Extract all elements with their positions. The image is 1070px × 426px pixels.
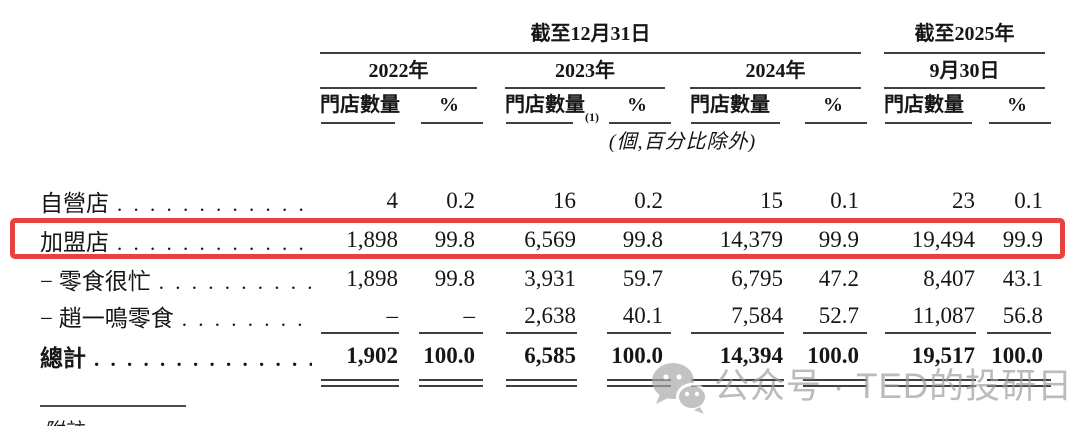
year-header-2022: 2022年 xyxy=(320,54,477,89)
table-row-franchise: 加盟店 1,898 99.8 6,569 99.8 14,379 99.9 19… xyxy=(40,220,1045,260)
cell-value: 6,585 xyxy=(524,343,576,368)
row-label: 加盟店 xyxy=(40,223,320,257)
watermark-text: 公众号 · TED的投研日记 xyxy=(714,367,1070,406)
cell-value: 99.8 xyxy=(434,227,475,252)
dot-leader xyxy=(182,306,312,332)
year-header-sep30: 9月30日 xyxy=(884,54,1045,89)
row-label-text: − 零食很忙 xyxy=(40,269,151,294)
year-header-2024: 2024年 xyxy=(690,54,861,89)
col-header-stores-2022: 門店數量 xyxy=(320,88,400,124)
row-label: 自營店 xyxy=(40,184,320,218)
cell-value: 1,898 xyxy=(346,227,398,252)
row-label: 總計 xyxy=(40,339,320,373)
total-double-rule-row xyxy=(40,378,1051,390)
cell-value: 23 xyxy=(952,188,975,213)
cell-value: 47.2 xyxy=(818,266,859,291)
dot-leader xyxy=(117,191,312,217)
table-row-total: 總計 1,902 100.0 6,585 100.0 14,394 100.0 … xyxy=(40,334,1045,378)
period-header-dec31: 截至12月31日 xyxy=(320,14,861,54)
cell-value: 7,584 xyxy=(690,298,785,334)
row-label-text: 自營店 xyxy=(40,191,109,216)
col-header-pct-2025: % xyxy=(977,88,1051,124)
cell-value: 43.1 xyxy=(1002,266,1043,291)
row-label: − 零食很忙 xyxy=(40,262,320,296)
footnote-label: 附註: xyxy=(43,414,90,426)
cell-value: 40.1 xyxy=(578,298,671,334)
col-header-pct-2023: % xyxy=(578,88,671,124)
cell-value: 19,494 xyxy=(911,227,975,252)
year-header-2023: 2023年 xyxy=(505,54,665,89)
row-label-text: 總計 xyxy=(40,346,86,371)
cell-value: – xyxy=(320,298,400,334)
double-rule xyxy=(320,378,400,390)
row-label-text: 加盟店 xyxy=(40,230,109,255)
col-header-stores-2025: 門店數量 xyxy=(884,88,977,124)
unit-note: (個,百分比除外) xyxy=(608,130,757,153)
dot-leader xyxy=(94,346,312,372)
cell-value: 16 xyxy=(553,188,576,213)
table-row-self-operated: 自營店 4 0.2 16 0.2 15 0.1 23 0.1 xyxy=(40,182,1045,220)
double-rule xyxy=(884,378,977,390)
cell-value: 2,638 xyxy=(505,298,578,334)
dot-leader xyxy=(159,269,312,295)
cell-value: 0.2 xyxy=(446,188,475,213)
table-header-year-row: 2022年 2023年 2024年 9月30日 xyxy=(40,54,1045,89)
cell-value: 0.1 xyxy=(1014,188,1043,213)
cell-value: 11,087 xyxy=(884,298,977,334)
double-rule xyxy=(578,378,671,390)
cell-value: 99.8 xyxy=(622,227,663,252)
footnote-rule xyxy=(40,405,186,407)
cell-value: 19,517 xyxy=(911,343,975,368)
cell-value: 99.8 xyxy=(434,266,475,291)
col-header-pct-2022: % xyxy=(400,88,483,124)
cell-value: 1,898 xyxy=(346,266,398,291)
table-unit-note-row: (個,百分比除外) xyxy=(40,124,1045,154)
wechat-icon xyxy=(652,363,708,414)
col-header-pct-2024: % xyxy=(785,88,867,124)
cell-value: 59.7 xyxy=(622,266,663,291)
cell-value: 0.1 xyxy=(830,188,859,213)
cell-value: 100.0 xyxy=(991,343,1043,368)
cell-value: 1,902 xyxy=(346,343,398,368)
table-row-zhaoyiming: − 趙一鳴零食 – – 2,638 40.1 7,584 52.7 11,087… xyxy=(40,298,1051,334)
cell-value: 4 xyxy=(386,188,399,213)
cell-value: 99.9 xyxy=(1002,227,1043,252)
store-count-table: 截至12月31日 截至2025年 2022年 2023年 2024年 9月30日… xyxy=(40,14,1051,390)
double-rule xyxy=(400,378,483,390)
watermark: 公众号 · TED的投研日记 xyxy=(648,358,1070,416)
double-rule xyxy=(690,378,785,390)
cell-value: 52.7 xyxy=(785,298,867,334)
table-header-measure-row: 門店數量 % 門店數量 (1) % 門店數量 % 門店數量 % xyxy=(40,88,1051,124)
col-header-stores-2024: 門店數量 xyxy=(690,88,785,124)
cell-value: 100.0 xyxy=(807,343,859,368)
double-rule xyxy=(785,378,867,390)
cell-value: 8,407 xyxy=(923,266,975,291)
cell-value: 15 xyxy=(760,188,783,213)
cell-value: 6,795 xyxy=(731,266,783,291)
dot-leader xyxy=(117,230,312,256)
cell-value: 14,394 xyxy=(719,343,783,368)
double-rule xyxy=(977,378,1051,390)
cell-value: – xyxy=(400,298,483,334)
cell-value: 6,569 xyxy=(524,227,576,252)
row-label-text: − 趙一鳴零食 xyxy=(40,306,174,331)
spacer-row xyxy=(40,154,1045,182)
row-label: − 趙一鳴零食 xyxy=(40,299,320,333)
cell-value: 100.0 xyxy=(611,343,663,368)
period-header-2025: 截至2025年 xyxy=(884,14,1045,54)
cell-value: 100.0 xyxy=(423,343,475,368)
cell-value: 99.9 xyxy=(818,227,859,252)
cell-value: 56.8 xyxy=(977,298,1051,334)
table-header-period-row: 截至12月31日 截至2025年 xyxy=(40,14,1045,54)
table-row-lingshihenmang: − 零食很忙 1,898 99.8 3,931 59.7 6,795 47.2 … xyxy=(40,260,1045,298)
col-header-stores-2023: 門店數量 (1) xyxy=(505,88,599,124)
double-rule xyxy=(505,378,578,390)
col-header-stores-2023-text: 門店數量 xyxy=(505,94,585,116)
cell-value: 3,931 xyxy=(524,266,576,291)
cell-value: 14,379 xyxy=(719,227,783,252)
cell-value: 0.2 xyxy=(634,188,663,213)
